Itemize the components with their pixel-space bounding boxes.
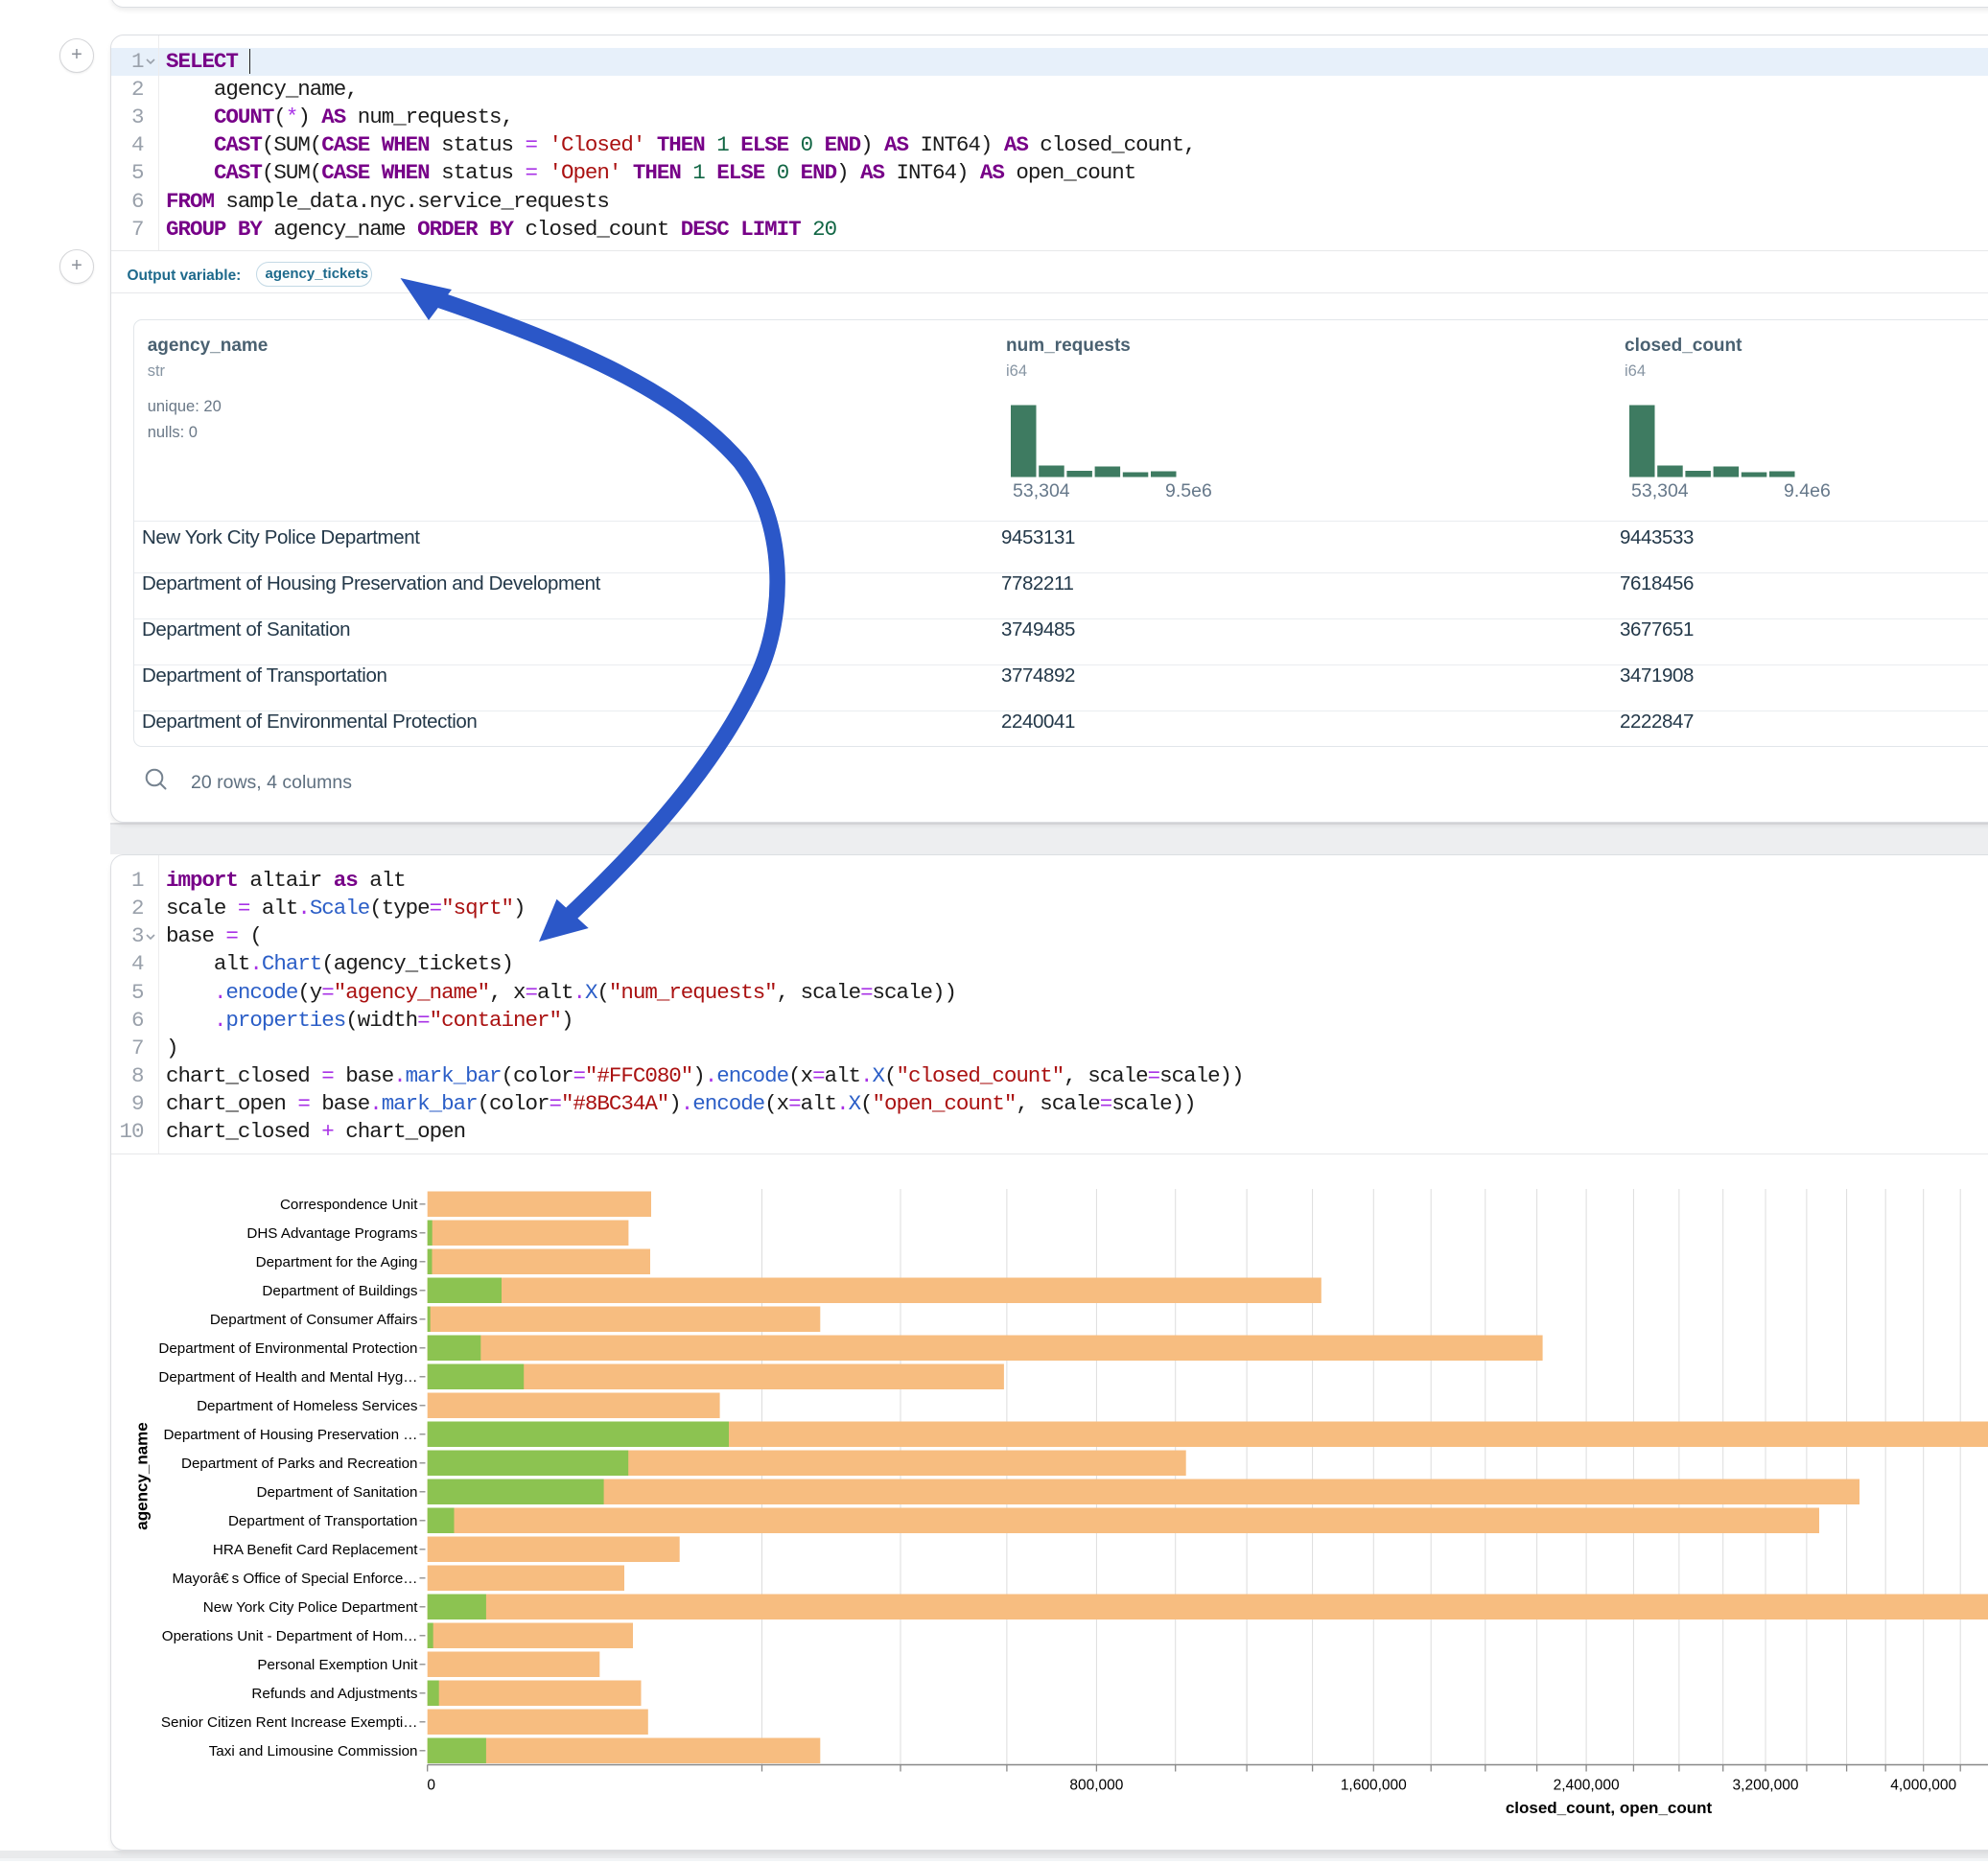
svg-text:agency_name: agency_name bbox=[133, 1422, 152, 1529]
svg-text:Department of Environmental Pr: Department of Environmental Protection bbox=[158, 1340, 417, 1357]
svg-text:3,200,000: 3,200,000 bbox=[1733, 1778, 1799, 1794]
svg-text:New York City Police Departmen: New York City Police Department bbox=[203, 1599, 418, 1616]
svg-text:1,600,000: 1,600,000 bbox=[1341, 1778, 1407, 1794]
svg-text:DHS Advantage Programs: DHS Advantage Programs bbox=[246, 1225, 418, 1242]
svg-text:Department of Homeless Service: Department of Homeless Services bbox=[197, 1398, 418, 1414]
svg-text:Department of Transportation: Department of Transportation bbox=[228, 1513, 418, 1529]
svg-text:Department of Housing Preserva: Department of Housing Preservation … bbox=[163, 1427, 417, 1443]
svg-text:0: 0 bbox=[427, 1778, 435, 1794]
svg-text:Department of Consumer Affairs: Department of Consumer Affairs bbox=[210, 1312, 418, 1328]
svg-text:Correspondence Unit: Correspondence Unit bbox=[280, 1197, 418, 1213]
svg-text:Refunds and Adjustments: Refunds and Adjustments bbox=[251, 1686, 417, 1702]
svg-text:Operations Unit - Department o: Operations Unit - Department of Hom… bbox=[162, 1628, 418, 1644]
svg-text:Mayorâ€ s Office of Special En: Mayorâ€ s Office of Special Enforce… bbox=[173, 1571, 418, 1587]
svg-text:HRA Benefit Card Replacement: HRA Benefit Card Replacement bbox=[213, 1542, 418, 1558]
svg-text:2,400,000: 2,400,000 bbox=[1554, 1778, 1620, 1794]
svg-text:Department of Sanitation: Department of Sanitation bbox=[256, 1484, 417, 1501]
svg-text:Department of Buildings: Department of Buildings bbox=[262, 1283, 417, 1299]
svg-text:4,000,000: 4,000,000 bbox=[1890, 1778, 1956, 1794]
svg-text:800,000: 800,000 bbox=[1069, 1778, 1123, 1794]
svg-text:Personal Exemption Unit: Personal Exemption Unit bbox=[257, 1657, 418, 1673]
svg-text:Senior Citizen Rent Increase E: Senior Citizen Rent Increase Exempti… bbox=[161, 1714, 418, 1731]
svg-text:Department of Health and Menta: Department of Health and Mental Hyg… bbox=[158, 1369, 417, 1386]
svg-text:Taxi and Limousine Commission: Taxi and Limousine Commission bbox=[209, 1743, 418, 1759]
svg-text:Department of Parks and Recrea: Department of Parks and Recreation bbox=[181, 1456, 418, 1472]
svg-text:closed_count, open_count: closed_count, open_count bbox=[1506, 1799, 1713, 1817]
svg-text:Department for the Aging: Department for the Aging bbox=[256, 1254, 418, 1270]
